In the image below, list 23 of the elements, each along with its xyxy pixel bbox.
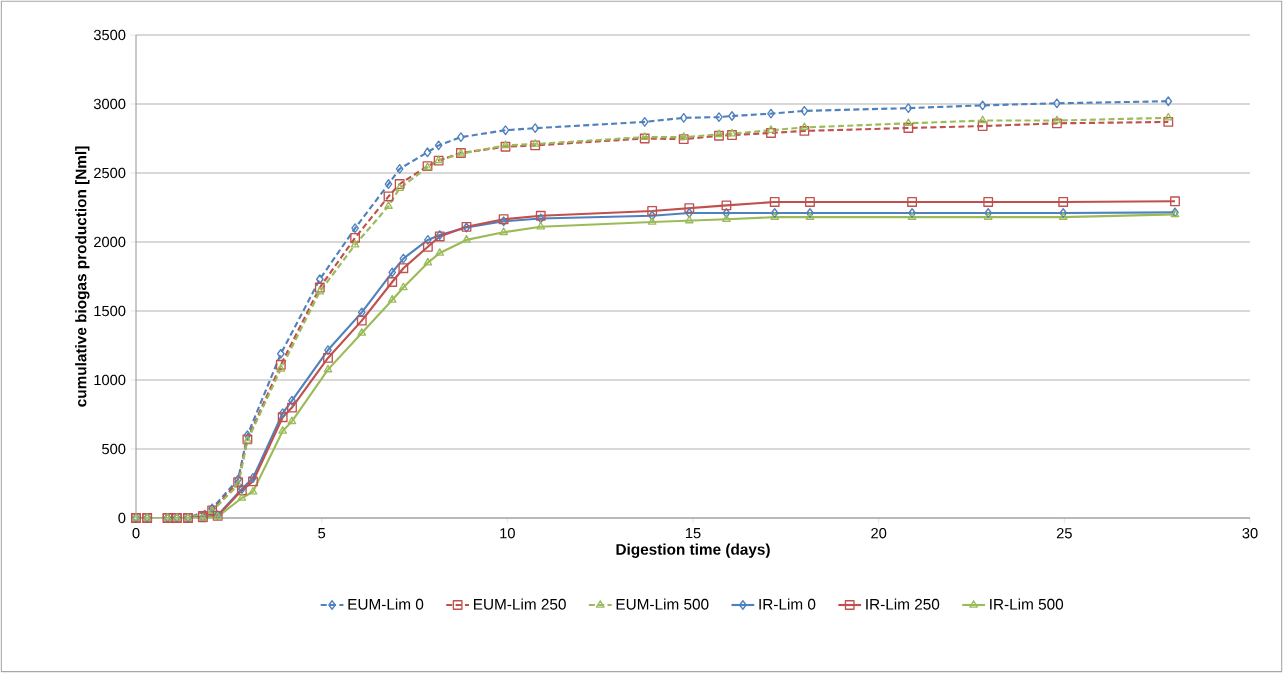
y-tick-label: 3500 xyxy=(93,29,126,41)
y-tick-label: 3000 xyxy=(93,98,126,110)
x-tick-label: 30 xyxy=(1242,528,1258,539)
x-tick-label: 10 xyxy=(500,528,515,539)
legend-label: IR-Lim 250 xyxy=(866,598,940,610)
y-axis-title: cumulative biogas production [Nml] xyxy=(75,146,90,407)
x-tick-label: 15 xyxy=(685,528,701,539)
legend-label: IR-Lim 500 xyxy=(990,598,1064,610)
y-tick-label: 500 xyxy=(102,443,126,455)
y-tick-label: 2000 xyxy=(94,236,126,248)
x-tick-label: 25 xyxy=(1056,528,1072,539)
x-tick-label: 5 xyxy=(318,528,326,539)
y-tick-label: 1000 xyxy=(94,374,126,386)
y-tick-label: 1500 xyxy=(94,305,126,317)
legend-label: EUM-Lim 250 xyxy=(474,598,566,610)
x-axis-title: Digestion time (days) xyxy=(616,543,770,558)
legend-label: EUM-Lim 0 xyxy=(348,598,424,610)
x-tick-label: 0 xyxy=(132,528,140,539)
x-tick-label: 20 xyxy=(871,528,887,539)
legend-label: IR-Lim 0 xyxy=(759,598,816,610)
legend-label: EUM-Lim 500 xyxy=(616,598,709,610)
y-tick-label: 2500 xyxy=(94,167,126,179)
y-tick-label: 0 xyxy=(118,512,126,524)
